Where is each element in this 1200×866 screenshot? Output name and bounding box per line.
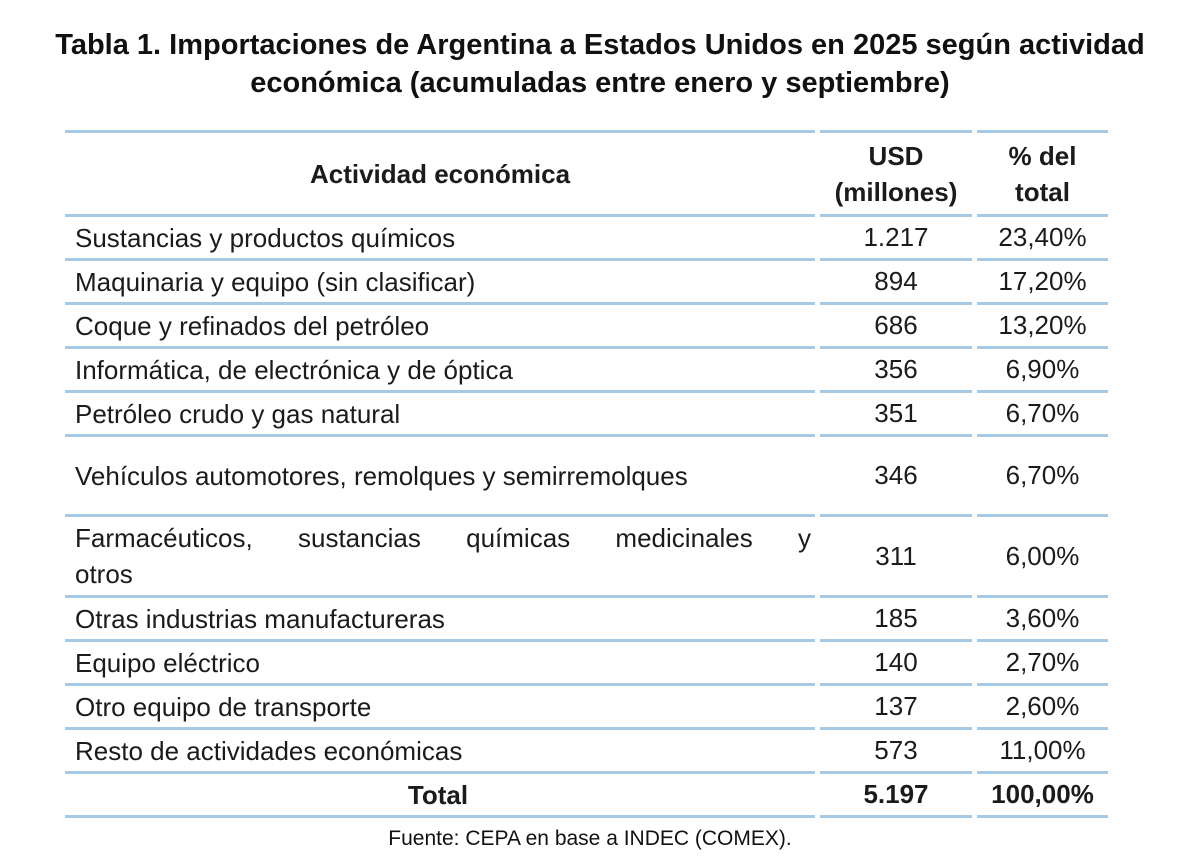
total-row: Total 5.197 100,00% (65, 774, 1108, 818)
cell-pct-value: 17,20% (977, 261, 1108, 305)
cell-pct-value: 6,00% (977, 517, 1108, 598)
table-row: Informática, de electrónica y de óptica 3… (65, 349, 1108, 393)
table-row: Resto de actividades económicas 573 11,00% (65, 730, 1108, 774)
table-row: Coque y refinados del petróleo 686 13,20% (65, 305, 1108, 349)
cell-activity: Otras industrias manufactureras (65, 598, 815, 642)
cell-pct-value: 11,00% (977, 730, 1108, 774)
cell-pct-value: 2,70% (977, 642, 1108, 686)
table-row: Farmacéuticos, sustancias químicas medic… (65, 517, 1108, 598)
cell-usd-value: 140 (820, 642, 972, 686)
header-pct-del-total: % del total (977, 130, 1108, 217)
cell-activity: Informática, de electrónica y de óptica (65, 349, 815, 393)
cell-activity: Total (65, 774, 815, 818)
cell-pct-value: 13,20% (977, 305, 1108, 349)
cell-pct-value: 23,40% (977, 217, 1108, 261)
cell-usd-value: 5.197 (820, 774, 972, 818)
cell-activity: Petróleo crudo y gas natural (65, 393, 815, 437)
table-body: Sustancias y productos químicos 1.217 23,4… (65, 217, 1108, 818)
cell-activity: Vehículos automotores, remolques y semir… (65, 437, 815, 517)
cell-usd-value: 894 (820, 261, 972, 305)
cell-usd-value: 185 (820, 598, 972, 642)
cell-activity: Farmacéuticos, sustancias químicas medic… (65, 517, 815, 598)
cell-pct-value: 6,70% (977, 393, 1108, 437)
table-header: Actividad económica USD (millones) % del… (65, 130, 1108, 217)
source-note: Fuente: CEPA en base a INDEC (COMEX). (388, 827, 792, 850)
cell-pct-value: 100,00% (977, 774, 1108, 818)
cell-pct-value: 6,90% (977, 349, 1108, 393)
header-activity-economica: Actividad económica (65, 130, 815, 217)
cell-usd-value: 1.217 (820, 217, 972, 261)
table-row: Vehículos automotores, remolques y semir… (65, 437, 1108, 517)
cell-usd-value: 573 (820, 730, 972, 774)
table-row: Otro equipo de transporte 137 2,60% (65, 686, 1108, 730)
cell-activity: Maquinaria y equipo (sin clasificar) (65, 261, 815, 305)
cell-usd-value: 356 (820, 349, 972, 393)
cell-usd-value: 346 (820, 437, 972, 517)
cell-usd-value: 311 (820, 517, 972, 598)
cell-pct-value: 3,60% (977, 598, 1108, 642)
imports-table: Actividad económica USD (millones) % del… (60, 130, 1113, 818)
table-row: Sustancias y productos químicos 1.217 23,4… (65, 217, 1108, 261)
table-title: Tabla 1. Importaciones de Argentina a Es… (55, 29, 1145, 99)
header-usd-millones: USD (millones) (820, 130, 972, 217)
table-row: Petróleo crudo y gas natural 351 6,70% (65, 393, 1108, 437)
cell-activity: Resto de actividades económicas (65, 730, 815, 774)
table-row: Otras industrias manufactureras 185 3,60% (65, 598, 1108, 642)
cell-usd-value: 351 (820, 393, 972, 437)
cell-pct-value: 6,70% (977, 437, 1108, 517)
cell-activity: Coque y refinados del petróleo (65, 305, 815, 349)
cell-pct-value: 2,60% (977, 686, 1108, 730)
cell-usd-value: 137 (820, 686, 972, 730)
table-row: Equipo eléctrico 140 2,70% (65, 642, 1108, 686)
header-row: Actividad económica USD (millones) % del… (65, 130, 1108, 217)
cell-activity: Sustancias y productos químicos (65, 217, 815, 261)
table-row: Maquinaria y equipo (sin clasificar) 894 1… (65, 261, 1108, 305)
cell-activity: Otro equipo de transporte (65, 686, 815, 730)
cell-usd-value: 686 (820, 305, 972, 349)
cell-activity: Equipo eléctrico (65, 642, 815, 686)
